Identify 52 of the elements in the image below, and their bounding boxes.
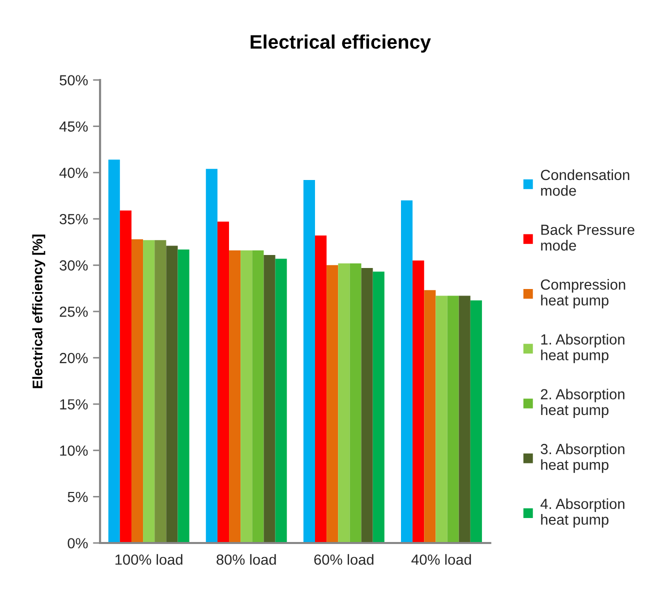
y-tick-label: 15% xyxy=(60,399,88,410)
bar xyxy=(447,296,459,543)
y-tick-label: 20% xyxy=(60,352,88,364)
bar xyxy=(240,250,252,543)
bar xyxy=(143,240,155,543)
y-tick-label: 30% xyxy=(60,260,88,271)
y-tick-label: 50% xyxy=(60,75,88,86)
bar xyxy=(412,260,424,543)
bar xyxy=(436,296,448,543)
bar xyxy=(470,300,482,543)
legend-label: 2. Absorption heat pump xyxy=(540,388,624,418)
bar xyxy=(350,263,362,543)
y-tick-label: 45% xyxy=(59,121,88,132)
bar xyxy=(338,263,350,543)
legend-label: Condensation mode xyxy=(540,169,630,196)
x-tick-label: 100% load xyxy=(115,554,182,565)
bar xyxy=(372,272,384,543)
bar xyxy=(178,249,190,543)
legend-label: Back Pressure mode xyxy=(541,224,634,251)
bar xyxy=(229,250,241,543)
bar xyxy=(400,200,413,543)
bar xyxy=(424,290,436,543)
bar xyxy=(154,240,166,543)
y-tick-label: 25% xyxy=(60,306,88,317)
x-tick-label: 60% load xyxy=(314,554,374,565)
y-tick-label: 35% xyxy=(60,214,88,224)
y-tick-label: 40% xyxy=(59,168,88,178)
legend-label: 3. Absorption heat pump xyxy=(540,444,624,473)
bar xyxy=(458,296,470,543)
y-axis-title: Electrical efficiency [%] xyxy=(32,234,46,388)
bar xyxy=(264,254,276,543)
bar xyxy=(275,258,287,543)
bar xyxy=(217,222,230,543)
x-tick-label: 80% load xyxy=(216,554,276,565)
legend-label: 1. Absorption heat pump xyxy=(541,334,624,364)
legend-label: Compression heat pump xyxy=(540,279,626,308)
y-tick-label: 10% xyxy=(60,445,88,456)
bar xyxy=(326,265,338,543)
bar xyxy=(252,250,264,543)
bar xyxy=(206,168,218,543)
x-tick-label: 40% load xyxy=(411,554,471,565)
legend-label: 4. Absorption heat pump xyxy=(540,498,624,528)
bar xyxy=(303,180,316,543)
bar xyxy=(108,160,120,543)
y-tick-label: 0% xyxy=(68,538,88,548)
bar xyxy=(166,246,178,543)
bar xyxy=(131,239,144,543)
y-tick-label: 5% xyxy=(68,492,88,502)
chart-title: Electrical efficiency xyxy=(250,34,431,53)
bar xyxy=(361,268,373,543)
bar xyxy=(120,210,132,543)
bar xyxy=(315,236,327,543)
